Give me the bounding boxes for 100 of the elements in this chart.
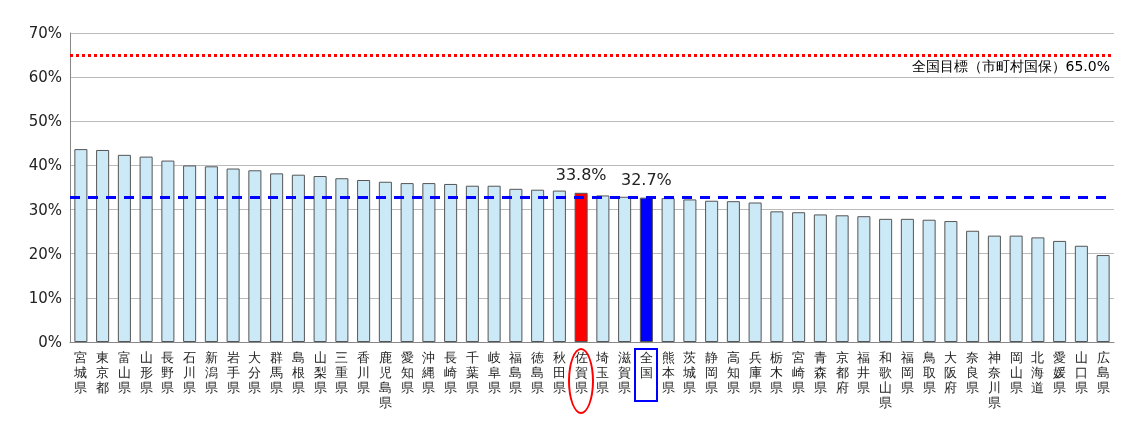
x-tick-label: 長崎県 (444, 350, 458, 395)
x-tick-label: 群馬県 (269, 350, 284, 395)
bar (291, 174, 305, 342)
x-tick-label: 兵庫県 (748, 350, 762, 395)
x-tick-label: 鹿児島県 (378, 350, 392, 410)
x-tick-label: 佐賀県 (574, 350, 588, 395)
bar (313, 176, 327, 342)
x-tick-label: 広島県 (1096, 350, 1110, 395)
x-tick-label: 岡山県 (1009, 350, 1023, 395)
bar (161, 160, 175, 342)
bar (1096, 255, 1110, 342)
x-tick-label: 静岡県 (705, 350, 719, 395)
x-tick-label: 高知県 (726, 350, 740, 395)
bar (966, 230, 980, 342)
bar (226, 168, 240, 342)
x-tick-label: 神奈川県 (987, 350, 1001, 410)
x-tick-label: 富山県 (117, 350, 131, 395)
x-tick-label: 山形県 (139, 350, 153, 395)
x-tick-label: 島根県 (291, 350, 305, 395)
y-tick-label: 40% (28, 156, 62, 175)
bar (879, 218, 893, 342)
bar (987, 235, 1001, 342)
bar (465, 185, 479, 342)
y-tick-label: 20% (28, 244, 62, 263)
data-label: 32.7% (620, 170, 672, 190)
bar (857, 216, 871, 342)
x-tick-label: 愛媛県 (1053, 350, 1067, 395)
bar (96, 149, 110, 342)
x-tick-label: 茨城県 (682, 350, 697, 395)
bar (204, 166, 218, 342)
bar (922, 219, 936, 342)
x-tick-label: 大阪府 (944, 350, 958, 395)
x-tick-label: 福井県 (857, 350, 871, 395)
bar (357, 180, 371, 342)
x-tick-label: 徳島県 (531, 350, 545, 395)
x-tick-label: 岐阜県 (487, 350, 501, 395)
x-tick-label: 栃木県 (770, 350, 784, 395)
bar (705, 200, 719, 342)
bar (422, 183, 436, 342)
bar (509, 188, 523, 342)
x-tick-label: 石川県 (183, 350, 197, 395)
bar (139, 156, 153, 342)
x-tick-label: 東京都 (96, 350, 110, 395)
x-tick-label: 千葉県 (465, 350, 479, 395)
data-label: 33.8% (555, 165, 607, 185)
y-tick-label: 60% (28, 68, 62, 87)
bar (552, 190, 566, 342)
bar (726, 201, 740, 342)
y-tick-label: 10% (28, 288, 62, 307)
x-tick-label: 宮城県 (73, 350, 88, 395)
bar (813, 214, 827, 342)
x-tick-label: 長野県 (161, 350, 175, 395)
y-tick-label: 50% (28, 112, 62, 131)
x-tick-label: 宮崎県 (792, 350, 806, 395)
bar (574, 192, 588, 342)
y-tick-label: 30% (28, 200, 62, 219)
bar (335, 178, 349, 342)
bar (770, 211, 784, 342)
x-tick-label: 沖縄県 (421, 350, 436, 395)
x-tick-label: 熊本県 (661, 350, 675, 395)
x-tick-label: 山口県 (1074, 350, 1088, 395)
bar (683, 199, 697, 342)
bar (74, 149, 88, 342)
bar (531, 189, 545, 342)
x-tick-label: 京都府 (835, 350, 849, 395)
x-tick-label: 福岡県 (900, 350, 914, 395)
bar (748, 202, 762, 342)
x-tick-label: 奈良県 (966, 350, 980, 395)
bar (835, 215, 849, 342)
x-tick-label: 埼玉県 (595, 350, 610, 395)
x-tick-label: 福島県 (509, 350, 523, 395)
x-tick-label: 秋田県 (552, 350, 566, 395)
x-tick-label: 新潟県 (204, 350, 218, 395)
bar (183, 165, 197, 342)
x-tick-label: 和歌山県 (879, 350, 893, 410)
x-tick-label: 鳥取県 (921, 350, 936, 395)
bar (248, 170, 262, 342)
y-tick-label: 0% (38, 333, 62, 351)
bar (487, 185, 501, 342)
x-tick-label: 岩手県 (226, 350, 240, 395)
x-tick-label: 山梨県 (313, 350, 327, 395)
x-tick-label: 全国 (639, 350, 653, 380)
bar (378, 181, 392, 342)
ref-line-label: 全国目標（市町村国保）65.0% (911, 58, 1110, 75)
bar (792, 212, 806, 342)
x-tick-label: 大分県 (248, 350, 262, 395)
bar (1031, 237, 1045, 342)
bar (400, 183, 414, 342)
bar (661, 198, 675, 342)
bar (618, 196, 632, 342)
bar (1009, 235, 1023, 342)
bar (1053, 240, 1067, 342)
x-tick-label: 滋賀県 (618, 350, 632, 395)
y-tick-label: 70% (28, 24, 62, 42)
bar (596, 195, 610, 342)
bar (1074, 245, 1088, 342)
x-tick-label: 北海道 (1031, 350, 1045, 395)
x-tick-label: 愛知県 (400, 350, 414, 395)
x-tick-label: 青森県 (813, 350, 827, 395)
bar (944, 221, 958, 342)
